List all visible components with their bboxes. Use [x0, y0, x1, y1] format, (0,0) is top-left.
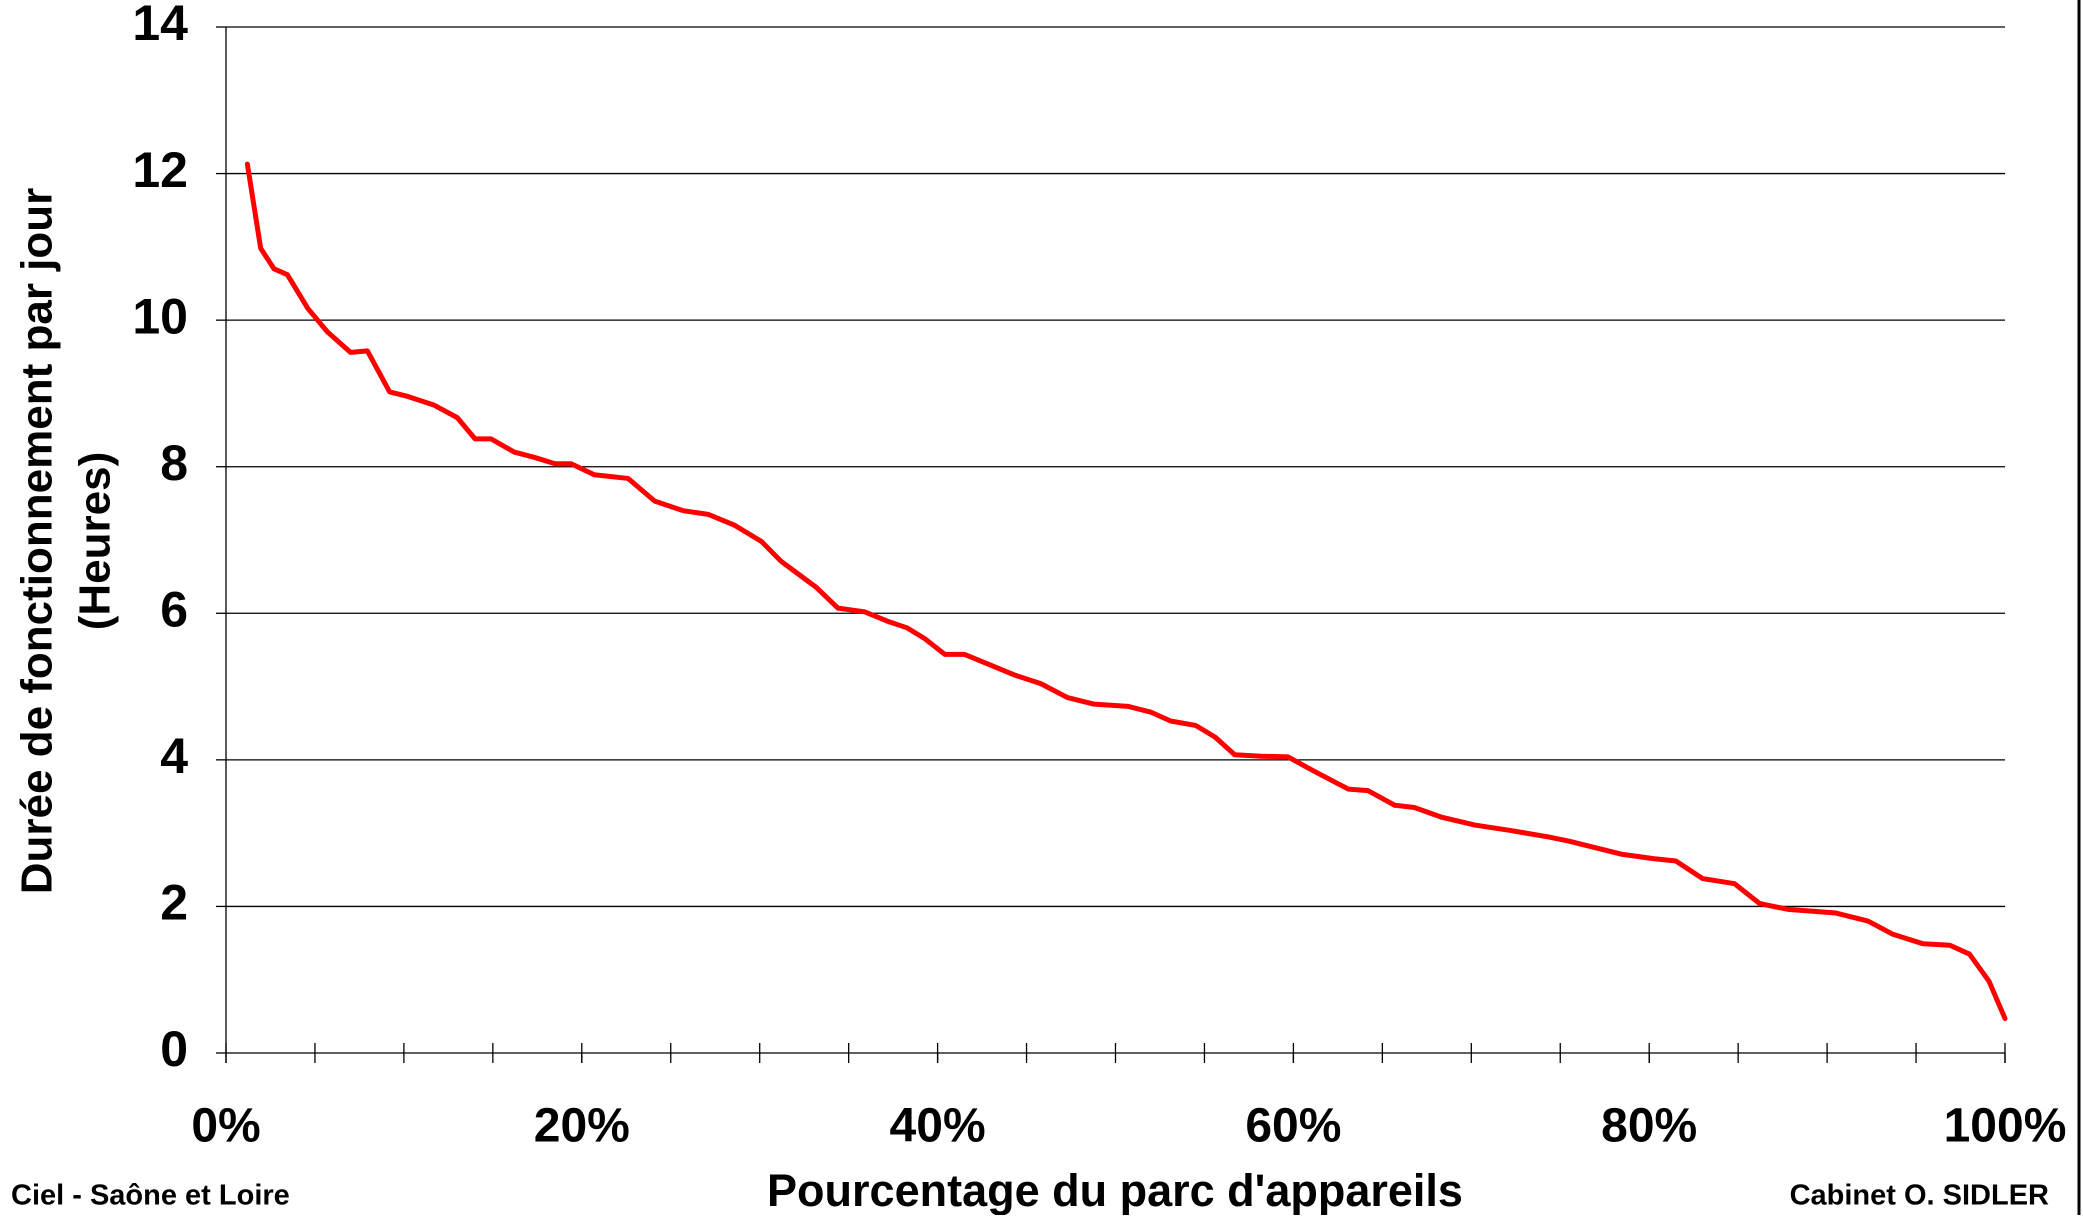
y-axis-title: Durée de fonctionnement par jour [13, 188, 62, 895]
y-tick-label: 10 [132, 288, 188, 344]
y-tick-label: 8 [160, 435, 188, 491]
data-line [244, 161, 2008, 1022]
x-tick-label: 80% [1601, 1100, 1697, 1153]
x-axis-title: Pourcentage du parc d'appareils [767, 1165, 1463, 1215]
y-axis-title: (Heures) [71, 452, 120, 631]
x-tick-label: 0% [191, 1100, 260, 1153]
y-tick-label: 2 [160, 875, 188, 931]
y-tick-label: 4 [160, 728, 188, 784]
x-tick-label: 20% [534, 1100, 630, 1153]
y-tick-label: 12 [132, 142, 188, 198]
footer-left: Ciel - Saône et Loire [11, 1180, 290, 1212]
x-tick-label: 60% [1245, 1100, 1341, 1153]
x-tick-label: 40% [890, 1100, 986, 1153]
y-tick-label: 6 [160, 581, 188, 637]
y-tick-label: 14 [132, 0, 188, 51]
y-tick-label: 0 [160, 1021, 188, 1077]
x-tick-label: 100% [1944, 1100, 2067, 1153]
footer-right: Cabinet O. SIDLER [1790, 1180, 2049, 1212]
